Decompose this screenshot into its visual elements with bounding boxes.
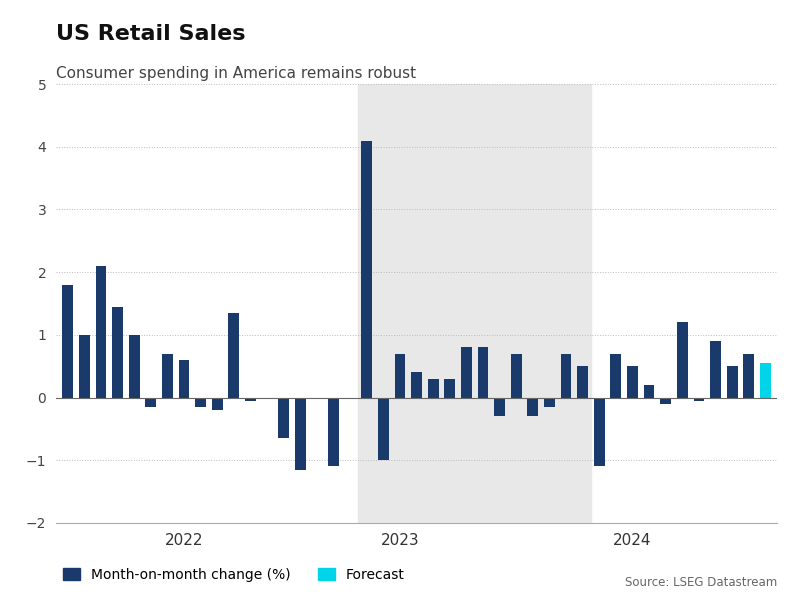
Bar — [62, 285, 73, 397]
Text: Consumer spending in America remains robust: Consumer spending in America remains rob… — [56, 66, 417, 81]
Bar — [129, 335, 139, 397]
Bar — [494, 397, 505, 416]
Bar — [95, 266, 107, 397]
Text: Source: LSEG Datastream: Source: LSEG Datastream — [625, 576, 777, 589]
Bar — [378, 397, 388, 460]
Bar — [145, 397, 156, 407]
Bar — [511, 353, 521, 397]
Bar — [610, 353, 622, 397]
Bar — [727, 366, 738, 397]
Bar — [328, 397, 339, 466]
Bar — [644, 385, 654, 397]
Bar — [694, 397, 704, 401]
Bar — [395, 353, 405, 397]
Bar — [477, 347, 489, 397]
Bar — [428, 379, 438, 397]
Bar — [162, 353, 173, 397]
Bar — [677, 322, 688, 397]
Bar — [361, 141, 372, 397]
Bar — [544, 397, 555, 407]
Bar — [578, 366, 588, 397]
Bar — [295, 397, 306, 469]
Bar — [710, 341, 721, 397]
Bar — [743, 353, 754, 397]
Bar — [461, 347, 472, 397]
Bar — [594, 397, 605, 466]
Bar — [211, 397, 223, 410]
Legend: Month-on-month change (%), Forecast: Month-on-month change (%), Forecast — [63, 568, 405, 582]
Bar — [445, 379, 455, 397]
Bar — [411, 373, 422, 397]
Bar — [561, 353, 571, 397]
Text: US Retail Sales: US Retail Sales — [56, 24, 246, 44]
Bar — [278, 397, 289, 438]
Bar — [195, 397, 206, 407]
Bar — [627, 366, 638, 397]
Bar — [760, 363, 771, 397]
Bar — [112, 307, 123, 397]
Bar — [228, 313, 239, 397]
Bar — [358, 84, 591, 523]
Bar — [179, 360, 189, 397]
Bar — [527, 397, 538, 416]
Bar — [79, 335, 90, 397]
Bar — [245, 397, 256, 401]
Bar — [660, 397, 671, 404]
